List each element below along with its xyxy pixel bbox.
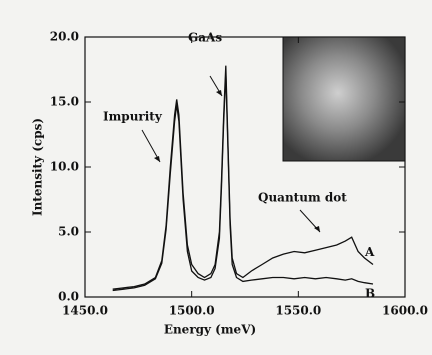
chart: Energy (meV) Intensity (cps) Impurity Ga… (0, 0, 432, 355)
y-tick-label: 20.0 (50, 30, 79, 44)
series-label: B (365, 287, 375, 301)
arrow-head (154, 156, 160, 162)
x-tick-label: 1600.0 (382, 304, 428, 318)
annotation: Quantum dot (258, 191, 347, 205)
y-tick-label: 10.0 (50, 160, 79, 174)
y-tick-label: 0.0 (58, 290, 79, 304)
y-tick-label: 5.0 (58, 225, 79, 239)
series-label: A (364, 245, 375, 259)
x-tick-label: 1450.0 (62, 304, 108, 318)
x-tick-label: 1500.0 (169, 304, 215, 318)
annotation: GaAs (188, 31, 222, 45)
annotation: Impurity (103, 110, 163, 124)
arrow-head (216, 90, 222, 96)
x-tick-label: 1550.0 (275, 304, 321, 318)
y-axis-label: Intensity (cps) (31, 118, 45, 216)
y-tick-label: 15.0 (50, 95, 79, 109)
x-axis-label: Energy (meV) (164, 323, 256, 337)
inset-image (283, 37, 405, 161)
